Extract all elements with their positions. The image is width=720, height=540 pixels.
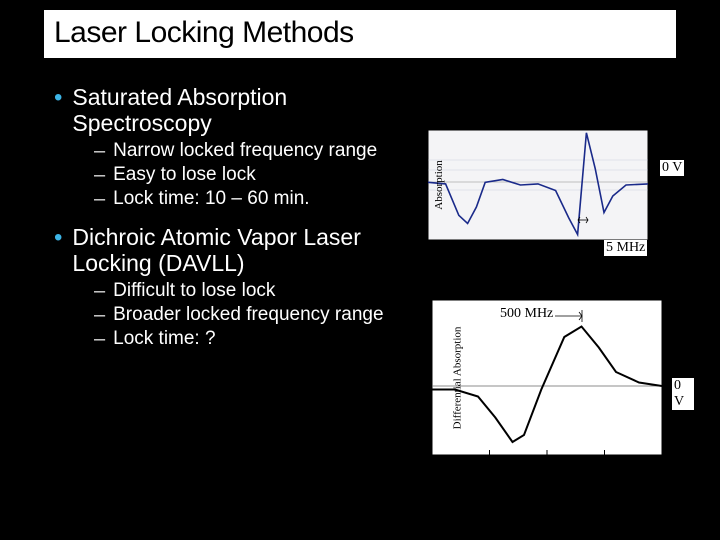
bullet-icon: • bbox=[54, 86, 62, 110]
sub-list-2: – Difficult to lose lock – Broader locke… bbox=[94, 280, 394, 350]
sub-text: Easy to lose lock bbox=[113, 164, 256, 186]
figure-2-ylabel: Differential Absorption bbox=[451, 327, 463, 430]
bullet-icon: • bbox=[54, 226, 62, 250]
dash-icon: – bbox=[94, 164, 105, 186]
figure-1-annot-width: 5 MHz bbox=[604, 240, 647, 256]
figure-2-xlabel: Frequency (MHz) bbox=[432, 472, 662, 484]
figure-1-svg bbox=[428, 130, 648, 240]
figure-2-xticks: -1000 -500 0 500 1000 bbox=[432, 458, 662, 470]
slide: Laser Locking Methods • Saturated Absorp… bbox=[0, 0, 720, 540]
sub-bullet: – Lock time: ? bbox=[94, 328, 394, 350]
figure-1: Absorption Frequency 0 V 5 MHz bbox=[404, 130, 694, 260]
figure-2: -1000 -500 0 500 1000 Differential Absor… bbox=[404, 300, 694, 490]
dash-icon: – bbox=[94, 140, 105, 162]
title-bar: Laser Locking Methods bbox=[44, 10, 676, 58]
xtick-label: -1000 bbox=[432, 458, 458, 470]
figure-1-ylabel: Absorption bbox=[433, 160, 445, 210]
dash-icon: – bbox=[94, 280, 105, 302]
slide-title: Laser Locking Methods bbox=[54, 16, 666, 50]
sub-text: Narrow locked frequency range bbox=[113, 140, 377, 162]
figure-2-annot-width: 500 MHz bbox=[498, 306, 555, 322]
bullet-2: • Dichroic Atomic Vapor Laser Locking (D… bbox=[54, 224, 394, 276]
figure-1-plot-area bbox=[428, 130, 648, 240]
sub-bullet: – Easy to lose lock bbox=[94, 164, 394, 186]
bullet-1: • Saturated Absorption Spectroscopy bbox=[54, 84, 394, 136]
sub-bullet: – Broader locked frequency range bbox=[94, 304, 394, 326]
sub-text: Lock time: ? bbox=[113, 328, 215, 350]
sub-bullet: – Difficult to lose lock bbox=[94, 280, 394, 302]
figure-2-plot-area bbox=[432, 300, 662, 455]
sub-text: Lock time: 10 – 60 min. bbox=[113, 188, 309, 210]
figure-2-annot-0v: 0 V bbox=[672, 378, 694, 410]
content-column: • Saturated Absorption Spectroscopy – Na… bbox=[54, 84, 394, 364]
figure-1-annot-0v: 0 V bbox=[660, 160, 684, 176]
sub-list-1: – Narrow locked frequency range – Easy t… bbox=[94, 140, 394, 210]
figure-2-svg bbox=[432, 300, 662, 455]
dash-icon: – bbox=[94, 188, 105, 210]
xtick-label: 500 bbox=[588, 458, 605, 470]
sub-text: Broader locked frequency range bbox=[113, 304, 383, 326]
dash-icon: – bbox=[94, 304, 105, 326]
xtick-label: 1000 bbox=[640, 458, 662, 470]
xtick-label: 0 bbox=[548, 458, 554, 470]
sub-text: Difficult to lose lock bbox=[113, 280, 275, 302]
dash-icon: – bbox=[94, 328, 105, 350]
bullet-1-text: Saturated Absorption Spectroscopy bbox=[72, 84, 394, 136]
bullet-2-text: Dichroic Atomic Vapor Laser Locking (DAV… bbox=[72, 224, 394, 276]
xtick-label: -500 bbox=[493, 458, 513, 470]
sub-bullet: – Narrow locked frequency range bbox=[94, 140, 394, 162]
sub-bullet: – Lock time: 10 – 60 min. bbox=[94, 188, 394, 210]
